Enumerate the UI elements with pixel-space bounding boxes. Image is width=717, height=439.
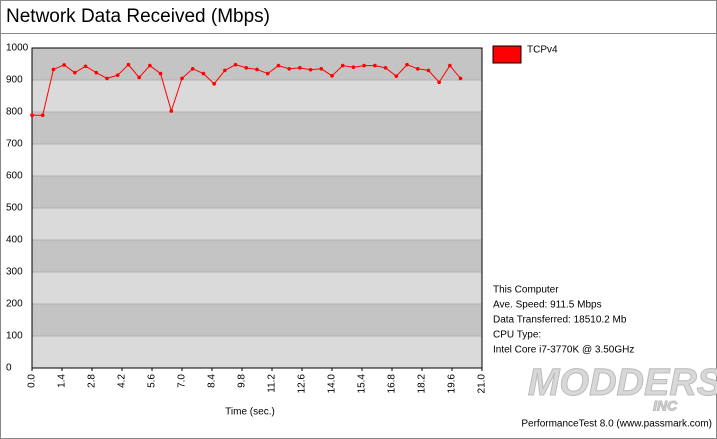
point xyxy=(94,70,99,75)
point xyxy=(51,67,56,72)
info-text: Data Transferred: 18510.2 Mb xyxy=(493,315,627,326)
x-tick-label: 4.2 xyxy=(117,374,128,388)
band xyxy=(32,304,482,336)
point xyxy=(115,73,120,77)
point xyxy=(287,67,291,71)
y-tick-label: 900 xyxy=(6,75,23,86)
info-text: Intel Core i7-3770K @ 3.50GHz xyxy=(493,345,634,356)
band xyxy=(32,240,482,272)
point xyxy=(190,67,195,71)
y-tick-label: 100 xyxy=(6,331,23,342)
point xyxy=(265,71,270,76)
point xyxy=(276,63,281,68)
footer: PerformanceTest 8.0 (www.passmark.com) xyxy=(521,419,712,430)
x-tick-label: 19.6 xyxy=(447,374,458,394)
y-tick-label: 700 xyxy=(6,139,23,150)
y-tick-label: 300 xyxy=(6,267,23,278)
point xyxy=(394,74,399,78)
y-tick-label: 500 xyxy=(6,203,23,214)
point xyxy=(330,74,334,78)
point xyxy=(298,66,302,70)
point xyxy=(373,63,377,68)
point xyxy=(180,76,184,81)
point xyxy=(126,62,131,67)
x-tick-label: 16.8 xyxy=(387,374,398,394)
x-tick-label: 7.0 xyxy=(177,374,188,388)
point xyxy=(415,67,420,71)
x-tick-label: 8.4 xyxy=(207,374,218,388)
x-tick-label: 14.0 xyxy=(327,374,338,394)
band xyxy=(32,272,482,304)
x-tick-label: 1.4 xyxy=(57,374,68,388)
y-tick-label: 600 xyxy=(6,171,23,182)
point xyxy=(426,68,431,73)
point xyxy=(105,76,109,81)
point xyxy=(73,70,77,75)
point xyxy=(148,63,152,68)
legend-label: TCPv4 xyxy=(527,45,558,56)
point xyxy=(383,66,388,70)
point xyxy=(319,67,324,71)
watermark: MODDERS xyxy=(528,362,717,404)
point xyxy=(158,71,163,76)
x-tick-label: 11.2 xyxy=(267,374,278,393)
watermark: INC xyxy=(653,398,678,414)
band xyxy=(32,48,482,80)
x-axis-label: Time (sec.) xyxy=(225,407,275,418)
point xyxy=(83,64,88,69)
point xyxy=(351,65,356,69)
point xyxy=(212,82,216,86)
point xyxy=(340,63,345,68)
y-tick-label: 200 xyxy=(6,299,23,310)
point xyxy=(458,76,463,81)
point xyxy=(169,109,174,113)
x-tick-label: 5.6 xyxy=(147,374,158,388)
point xyxy=(201,71,206,76)
band xyxy=(32,208,482,240)
band xyxy=(32,112,482,144)
x-tick-label: 15.4 xyxy=(357,374,368,394)
point xyxy=(244,66,249,70)
legend-swatch xyxy=(492,45,522,64)
info-text: Ave. Speed: 911.5 Mbps xyxy=(493,300,602,311)
point xyxy=(255,67,259,72)
point xyxy=(62,63,66,67)
x-tick-label: 0.0 xyxy=(27,374,38,388)
band xyxy=(32,176,482,208)
y-tick-label: 1000 xyxy=(6,43,29,54)
band xyxy=(32,144,482,176)
point xyxy=(137,75,141,80)
x-tick-label: 2.8 xyxy=(87,374,98,388)
point xyxy=(362,63,366,68)
plot-border xyxy=(31,47,483,369)
x-tick-label: 12.6 xyxy=(297,374,308,394)
info-text: CPU Type: xyxy=(493,330,541,341)
point xyxy=(448,63,452,68)
point xyxy=(308,67,313,72)
x-tick-label: 18.2 xyxy=(417,374,428,394)
point xyxy=(223,68,227,73)
point xyxy=(437,80,441,85)
y-tick-label: 400 xyxy=(6,235,23,246)
chart-title: Network Data Received (Mbps) xyxy=(6,6,270,27)
x-tick-label: 9.8 xyxy=(237,374,248,388)
band xyxy=(32,80,482,112)
point xyxy=(233,62,238,67)
y-tick-label: 0 xyxy=(6,363,12,374)
x-tick-label: 21.0 xyxy=(477,374,488,394)
band xyxy=(32,336,482,368)
point xyxy=(30,113,34,117)
point xyxy=(40,113,45,117)
point xyxy=(405,62,409,67)
y-tick-label: 800 xyxy=(6,107,23,118)
info-text: This Computer xyxy=(493,285,559,296)
